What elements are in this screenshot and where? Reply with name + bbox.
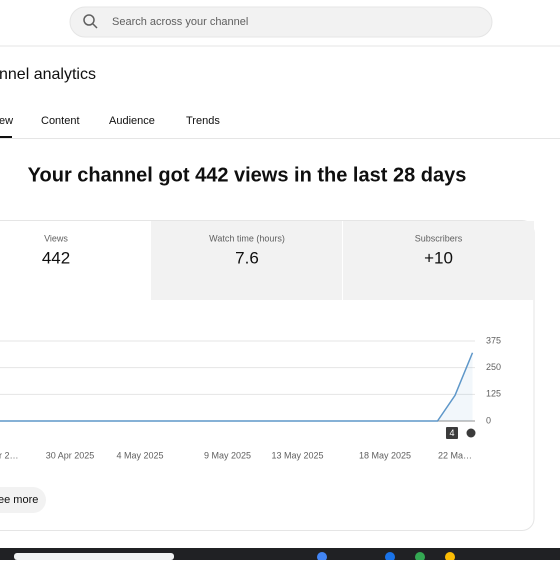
y-tick-label: 250	[486, 362, 501, 372]
metric-value: 442	[42, 248, 70, 267]
tab[interactable]: Audience	[109, 115, 155, 127]
x-tick-label: 30 Apr 2025	[46, 450, 95, 460]
x-tick-label: 13 May 2025	[271, 450, 323, 460]
tab[interactable]: Trends	[186, 115, 220, 127]
line	[0, 352, 474, 422]
x-tick-label: 9 May 2025	[204, 450, 251, 460]
tab[interactable]: ew	[0, 115, 13, 127]
x-tick-label: 18 May 2025	[359, 450, 411, 460]
y-tick-label: 0	[486, 415, 491, 425]
metric-value: +10	[424, 248, 453, 267]
metric-label: Subscribers	[415, 233, 463, 243]
taskbar-item	[14, 553, 174, 560]
search-icon	[92, 23, 98, 29]
metric-tab[interactable]	[343, 221, 534, 300]
page-title: nnel analytics	[0, 66, 96, 83]
search-icon	[83, 14, 95, 26]
see-more-button[interactable]	[0, 487, 46, 513]
badge	[446, 427, 458, 439]
x-tick-label: 4 May 2025	[116, 450, 163, 460]
y-tick-label: 375	[486, 335, 501, 345]
search-box[interactable]	[69, 6, 493, 38]
metric-tab[interactable]	[0, 221, 151, 300]
x-tick-label: r 2…	[0, 450, 19, 460]
badge-text: 4	[449, 428, 454, 438]
headline: Your channel got 442 views in the last 2…	[28, 164, 467, 186]
tab[interactable]: Content	[41, 115, 80, 127]
tab-indicator	[0, 136, 12, 138]
y-tick-label: 125	[486, 389, 501, 399]
metric-value: 7.6	[235, 248, 259, 267]
search-placeholder: Search across your channel	[112, 16, 248, 28]
see-more-label[interactable]: ee more	[0, 494, 38, 506]
metric-label: Watch time (hours)	[209, 233, 285, 243]
x-tick-label: 22 Ma…	[438, 450, 472, 460]
metric-label: Views	[44, 233, 68, 243]
metric-tab[interactable]	[151, 221, 342, 300]
chart-icon	[466, 428, 476, 438]
